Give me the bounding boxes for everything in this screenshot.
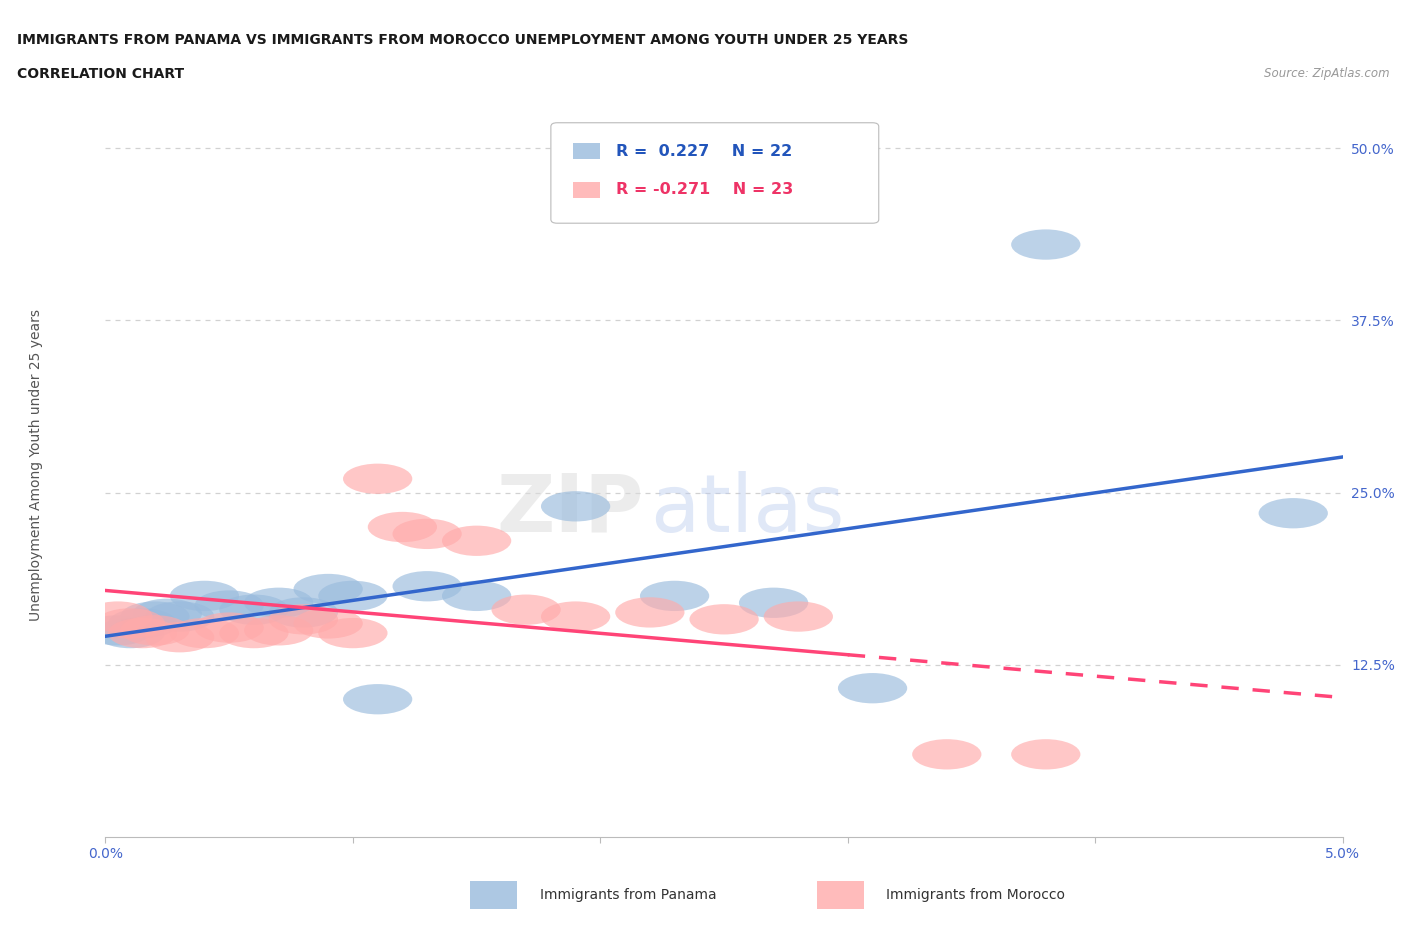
- Bar: [471, 881, 517, 909]
- Ellipse shape: [492, 594, 561, 625]
- Ellipse shape: [83, 602, 152, 631]
- Ellipse shape: [1011, 739, 1080, 769]
- Text: Source: ZipAtlas.com: Source: ZipAtlas.com: [1264, 67, 1389, 80]
- Ellipse shape: [1258, 498, 1327, 528]
- Ellipse shape: [145, 602, 214, 631]
- Ellipse shape: [96, 608, 165, 639]
- Bar: [574, 181, 600, 198]
- Ellipse shape: [294, 574, 363, 604]
- Ellipse shape: [269, 604, 337, 634]
- Ellipse shape: [108, 618, 177, 648]
- Ellipse shape: [640, 580, 709, 611]
- Bar: [817, 881, 863, 909]
- Bar: [574, 143, 600, 159]
- Text: R = -0.271    N = 23: R = -0.271 N = 23: [616, 182, 794, 197]
- Text: atlas: atlas: [650, 471, 844, 549]
- Text: R =  0.227    N = 22: R = 0.227 N = 22: [616, 143, 793, 158]
- Ellipse shape: [170, 580, 239, 611]
- Ellipse shape: [219, 618, 288, 648]
- Ellipse shape: [318, 618, 388, 648]
- Ellipse shape: [245, 588, 314, 618]
- Ellipse shape: [441, 580, 512, 611]
- Ellipse shape: [194, 613, 264, 643]
- Ellipse shape: [145, 622, 214, 652]
- Ellipse shape: [838, 673, 907, 703]
- Ellipse shape: [121, 615, 190, 645]
- Text: CORRELATION CHART: CORRELATION CHART: [17, 67, 184, 81]
- FancyBboxPatch shape: [551, 123, 879, 223]
- Ellipse shape: [343, 684, 412, 714]
- Ellipse shape: [392, 571, 461, 602]
- Ellipse shape: [83, 615, 152, 645]
- Ellipse shape: [763, 602, 832, 631]
- Ellipse shape: [368, 512, 437, 542]
- Ellipse shape: [541, 602, 610, 631]
- Ellipse shape: [1011, 230, 1080, 259]
- Text: Immigrants from Panama: Immigrants from Panama: [540, 887, 717, 902]
- Y-axis label: Unemployment Among Youth under 25 years: Unemployment Among Youth under 25 years: [30, 309, 44, 621]
- Ellipse shape: [343, 464, 412, 494]
- Text: ZIP: ZIP: [496, 471, 644, 549]
- Ellipse shape: [740, 588, 808, 618]
- Ellipse shape: [194, 591, 264, 620]
- Text: Immigrants from Morocco: Immigrants from Morocco: [886, 887, 1066, 902]
- Ellipse shape: [121, 602, 190, 631]
- Ellipse shape: [294, 608, 363, 639]
- Ellipse shape: [96, 618, 165, 648]
- Ellipse shape: [269, 597, 337, 628]
- Ellipse shape: [616, 597, 685, 628]
- Ellipse shape: [170, 618, 239, 648]
- Ellipse shape: [108, 608, 177, 639]
- Ellipse shape: [245, 615, 314, 645]
- Text: IMMIGRANTS FROM PANAMA VS IMMIGRANTS FROM MOROCCO UNEMPLOYMENT AMONG YOUTH UNDER: IMMIGRANTS FROM PANAMA VS IMMIGRANTS FRO…: [17, 33, 908, 46]
- Ellipse shape: [689, 604, 759, 634]
- Ellipse shape: [441, 525, 512, 556]
- Ellipse shape: [541, 491, 610, 522]
- Ellipse shape: [392, 519, 461, 549]
- Ellipse shape: [318, 580, 388, 611]
- Ellipse shape: [132, 599, 202, 629]
- Ellipse shape: [219, 594, 288, 625]
- Ellipse shape: [912, 739, 981, 769]
